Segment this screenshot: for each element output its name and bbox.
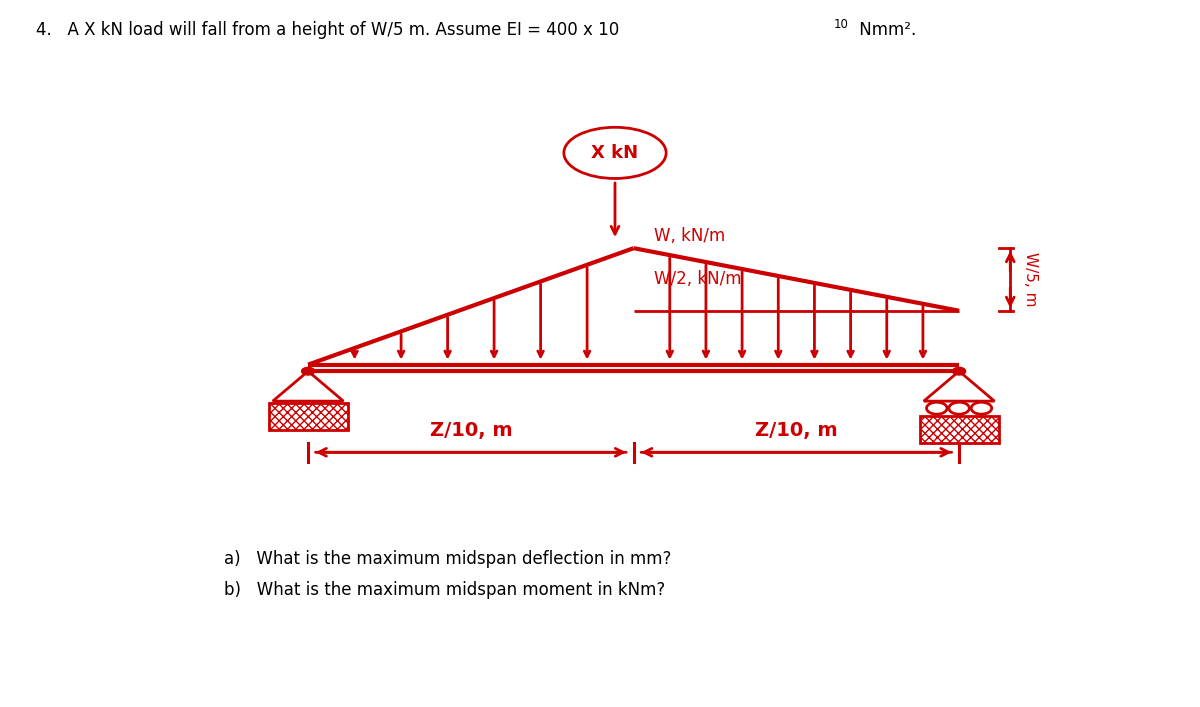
Text: 4.   A X kN load will fall from a height of W/5 m. Assume EI = 400 x 10: 4. A X kN load will fall from a height o… — [36, 21, 619, 39]
Text: Z/10, m: Z/10, m — [755, 421, 838, 440]
Text: a)   What is the maximum midspan deflection in mm?: a) What is the maximum midspan deflectio… — [224, 550, 672, 568]
Bar — [269, 403, 348, 430]
Text: W, kN/m: W, kN/m — [654, 228, 725, 245]
Bar — [919, 416, 998, 443]
Text: X kN: X kN — [592, 144, 638, 162]
Text: W/2, kN/m: W/2, kN/m — [654, 270, 742, 288]
Circle shape — [301, 368, 314, 375]
Text: 10: 10 — [834, 18, 848, 30]
Text: Nmm².: Nmm². — [854, 21, 917, 39]
Text: b)   What is the maximum midspan moment in kNm?: b) What is the maximum midspan moment in… — [224, 581, 666, 600]
Text: W/5, m: W/5, m — [1024, 252, 1038, 307]
Circle shape — [953, 368, 966, 375]
Text: Z/10, m: Z/10, m — [430, 421, 512, 440]
